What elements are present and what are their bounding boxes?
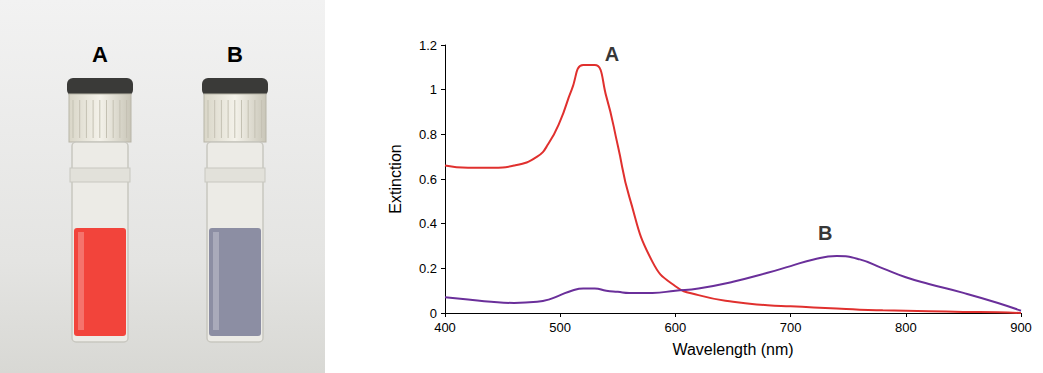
svg-text:0.6: 0.6 bbox=[419, 172, 437, 187]
svg-text:0.2: 0.2 bbox=[419, 261, 437, 276]
svg-text:Wavelength (nm): Wavelength (nm) bbox=[672, 341, 793, 358]
svg-text:B: B bbox=[227, 42, 243, 67]
svg-text:0.8: 0.8 bbox=[419, 127, 437, 142]
svg-text:900: 900 bbox=[1010, 320, 1032, 335]
svg-text:700: 700 bbox=[780, 320, 802, 335]
svg-text:600: 600 bbox=[665, 320, 687, 335]
svg-text:B: B bbox=[818, 222, 832, 244]
svg-text:A: A bbox=[92, 42, 108, 67]
svg-text:0.4: 0.4 bbox=[419, 216, 437, 231]
svg-text:500: 500 bbox=[549, 320, 571, 335]
svg-text:A: A bbox=[605, 43, 619, 65]
svg-text:Extinction: Extinction bbox=[387, 144, 404, 213]
svg-text:1.2: 1.2 bbox=[419, 38, 437, 53]
svg-text:400: 400 bbox=[434, 320, 456, 335]
svg-text:1: 1 bbox=[430, 82, 437, 97]
svg-text:0: 0 bbox=[430, 306, 437, 321]
svg-text:800: 800 bbox=[895, 320, 917, 335]
